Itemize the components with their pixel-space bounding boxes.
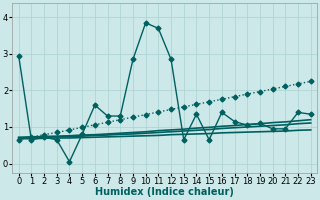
X-axis label: Humidex (Indice chaleur): Humidex (Indice chaleur) xyxy=(95,187,234,197)
